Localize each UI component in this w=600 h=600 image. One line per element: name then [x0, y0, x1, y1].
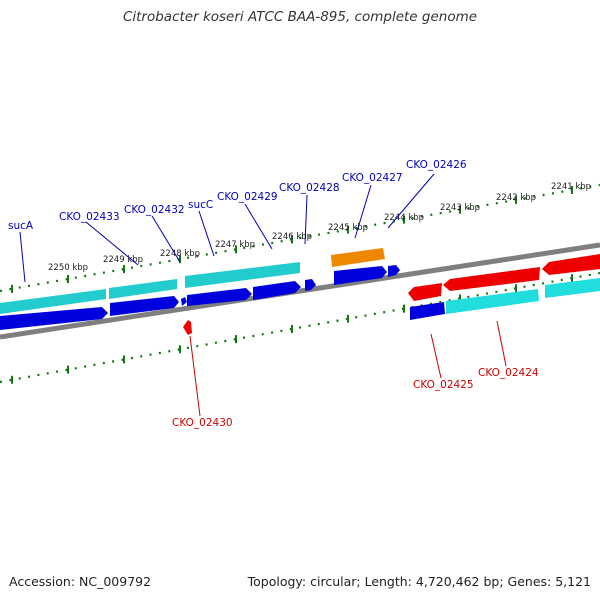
kbp-label: 2247 kbp — [215, 240, 255, 250]
cds-arrow-cko-02430[interactable] — [183, 320, 192, 335]
reverse-strand-features — [183, 254, 600, 335]
cds-arrow-cko-02428[interactable] — [305, 279, 316, 291]
orange-feature[interactable] — [331, 248, 385, 267]
cds-arrow-cko-02433[interactable] — [110, 296, 179, 316]
gene-arrow-cko-02433[interactable] — [109, 279, 177, 299]
kbp-label: 2250 kbp — [48, 263, 88, 273]
forward-strand-features — [0, 248, 400, 330]
feature-label-cko-02425[interactable]: CKO_02425 — [413, 379, 474, 391]
feature-label-succ[interactable]: sucC — [188, 199, 213, 211]
gene-arrow-right-edge[interactable] — [545, 278, 600, 298]
cds-arrow-cko-02426[interactable] — [388, 265, 400, 277]
cds-arrow-right-edge[interactable] — [542, 254, 600, 275]
kbp-label: 2248 kbp — [160, 249, 200, 259]
outer-tick-row — [0, 183, 600, 293]
map-title: Citrobacter koseri ATCC BAA-895, complet… — [122, 9, 478, 25]
cds-arrow-cko-02432[interactable] — [181, 297, 187, 306]
cds-arrow-cko-02429[interactable] — [253, 281, 301, 300]
feature-label-cko-02433[interactable]: CKO_02433 — [59, 211, 120, 223]
inner-tick-row — [0, 271, 600, 384]
feature-label-cko-02427[interactable]: CKO_02427 — [342, 172, 403, 184]
feature-label-cko-02428[interactable]: CKO_02428 — [279, 182, 340, 194]
genome-backbone — [0, 242, 600, 340]
gene-arrow-suca[interactable] — [0, 289, 106, 314]
kbp-label: 2249 kbp — [103, 255, 143, 265]
gene-arrow-cko-02425[interactable] — [410, 302, 445, 320]
cds-arrow-succ[interactable] — [187, 288, 252, 306]
gene-arrow-succ[interactable] — [185, 262, 300, 288]
feature-labels: sucA CKO_02433 CKO_02432 sucC CKO_02429 … — [8, 159, 539, 429]
cds-arrow-cko-02425[interactable] — [408, 283, 442, 301]
genome-summary: Topology: circular; Length: 4,720,462 bp… — [247, 574, 591, 589]
gene-arrow-cko-02424[interactable] — [446, 289, 539, 314]
feature-label-cko-02430[interactable]: CKO_02430 — [172, 417, 233, 429]
kbp-label: 2246 kbp — [272, 232, 312, 242]
feature-label-cko-02432[interactable]: CKO_02432 — [124, 204, 185, 216]
kbp-scale: 2250 kbp 2249 kbp 2248 kbp 2247 kbp 2246… — [48, 182, 591, 273]
cds-arrow-suca[interactable] — [0, 307, 108, 330]
kbp-label: 2245 kbp — [328, 223, 368, 233]
kbp-label: 2243 kbp — [440, 203, 480, 213]
cds-arrow-cko-02424[interactable] — [443, 267, 540, 291]
feature-label-cko-02429[interactable]: CKO_02429 — [217, 191, 278, 203]
cds-arrow-cko-02427[interactable] — [334, 266, 387, 285]
feature-label-cko-02424[interactable]: CKO_02424 — [478, 367, 539, 379]
kbp-label: 2241 kbp — [551, 182, 591, 192]
accession-label: Accession: NC_009792 — [9, 574, 152, 589]
feature-label-suca[interactable]: sucA — [8, 220, 34, 232]
kbp-label: 2244 kbp — [384, 213, 424, 223]
kbp-label: 2242 kbp — [496, 193, 536, 203]
feature-label-cko-02426[interactable]: CKO_02426 — [406, 159, 467, 171]
label-leader-lines — [19, 173, 507, 417]
